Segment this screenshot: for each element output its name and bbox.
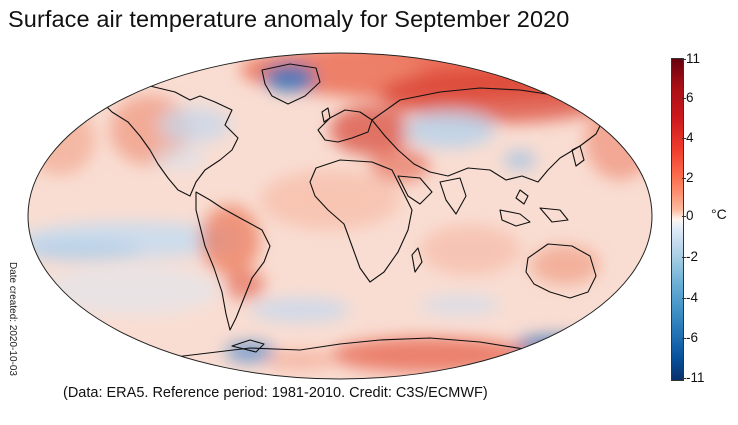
- colorbar-tick-label: -6: [681, 330, 699, 345]
- colorbar-tick-label: -4: [681, 290, 699, 305]
- colorbar-tick-label: -2: [681, 249, 699, 264]
- colorbar-tick-label: -11: [682, 370, 705, 385]
- colorbar: [671, 58, 684, 381]
- date-created-label: Date created: 2020-10-03: [7, 262, 18, 376]
- data-credit: (Data: ERA5. Reference period: 1981-2010…: [63, 385, 488, 401]
- globe-outline: [27, 52, 653, 380]
- colorbar-tick-label: 6: [682, 90, 694, 105]
- colorbar-tick-label: 4: [682, 130, 694, 145]
- colorbar-tick-label: 2: [682, 170, 694, 185]
- colorbar-unit: °C: [711, 206, 727, 222]
- colorbar-tick-label: 0: [682, 208, 694, 223]
- map-title: Surface air temperature anomaly for Sept…: [8, 6, 570, 32]
- colorbar-tick-label: 11: [681, 51, 701, 66]
